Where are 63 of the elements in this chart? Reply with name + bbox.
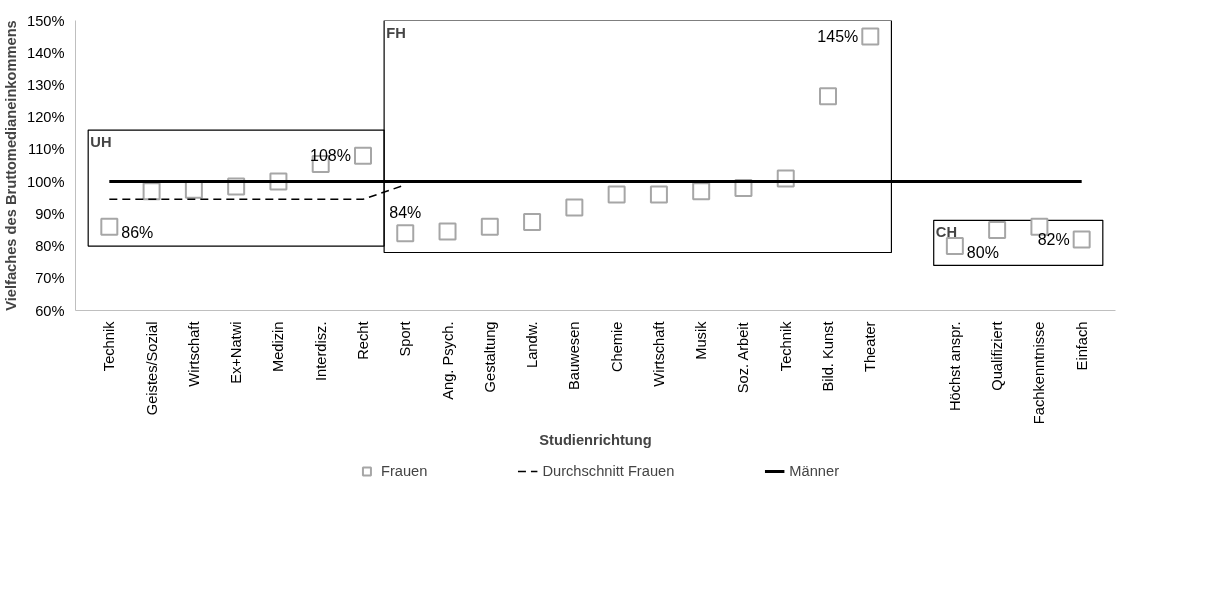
point xyxy=(861,27,880,46)
x-tick-label: Chemie xyxy=(608,321,625,372)
point xyxy=(142,182,161,201)
legend-label: Männer xyxy=(789,463,840,479)
y-tick-label: 100% xyxy=(27,173,65,190)
y-tick-label: 120% xyxy=(27,109,65,126)
x-tick-label: Interdisz. xyxy=(312,321,329,381)
point xyxy=(819,87,838,106)
x-tick-label: Wirtschaft xyxy=(650,321,667,387)
data-label: 145% xyxy=(817,28,859,46)
x-tick-label: Gestaltung xyxy=(481,321,498,393)
legend-label: Durchschnitt Frauen xyxy=(542,463,675,479)
y-tick-label: 60% xyxy=(35,302,65,319)
point xyxy=(945,237,964,256)
data-label: 84% xyxy=(389,204,422,222)
point xyxy=(438,222,457,241)
y-tick-label: 110% xyxy=(28,141,65,158)
data-label: 108% xyxy=(310,147,351,165)
data-label: 86% xyxy=(121,224,154,242)
x-tick-label: Technik xyxy=(101,320,118,372)
x-tick-label: Technik xyxy=(777,320,794,372)
x-tick-label: Medizin xyxy=(270,321,287,372)
x-tick-label: Recht xyxy=(354,321,371,360)
annotation: FH xyxy=(386,24,406,41)
x-axis-title: Studienrichtung xyxy=(539,432,652,449)
data-label: 80% xyxy=(966,243,999,261)
y-tick-label: 90% xyxy=(35,205,65,222)
x-tick-label: Wirtschaft xyxy=(185,321,202,387)
point xyxy=(353,146,372,165)
point xyxy=(100,217,119,236)
point xyxy=(649,185,668,204)
x-tick-label: Geistes/Sozial xyxy=(143,321,160,416)
annotation: UH xyxy=(90,134,112,151)
annotation: CH xyxy=(935,224,957,241)
x-tick-label: Bauwesen xyxy=(566,321,583,390)
x-tick-label: Soz. Arbeit xyxy=(735,322,752,394)
y-axis-title: Vielfaches des Bruttomedianeinkommens xyxy=(3,20,20,311)
y-tick-label: 130% xyxy=(27,76,65,93)
x-tick-label: Qualifiziert xyxy=(989,321,1006,391)
point xyxy=(565,198,584,217)
y-tick-label: 150% xyxy=(27,12,65,29)
point xyxy=(692,182,711,201)
point xyxy=(523,212,542,231)
x-tick-label: Fachkenntnisse xyxy=(1031,321,1048,425)
x-tick-label: Bild. Kunst xyxy=(820,321,837,392)
x-tick-label: Landw. xyxy=(524,321,541,368)
legend-label: Frauen xyxy=(380,463,428,479)
y-tick-label: 80% xyxy=(35,238,65,255)
point xyxy=(480,217,499,236)
x-tick-label: Musik xyxy=(693,320,710,360)
data-label: 82% xyxy=(1037,231,1070,249)
point xyxy=(988,220,1007,239)
point xyxy=(607,185,626,204)
y-tick-label: 70% xyxy=(35,270,65,287)
point xyxy=(1072,230,1091,249)
x-tick-label: Sport xyxy=(397,321,414,357)
x-tick-label: Ex+Natwi xyxy=(228,321,245,384)
y-tick-label: 140% xyxy=(27,44,65,61)
x-tick-label: Theater xyxy=(862,321,879,373)
x-tick-label: Einfach xyxy=(1073,321,1090,371)
x-tick-label: Ang. Psych. xyxy=(439,321,456,400)
x-tick-label: Höchst anspr. xyxy=(946,321,963,412)
point xyxy=(396,224,415,243)
